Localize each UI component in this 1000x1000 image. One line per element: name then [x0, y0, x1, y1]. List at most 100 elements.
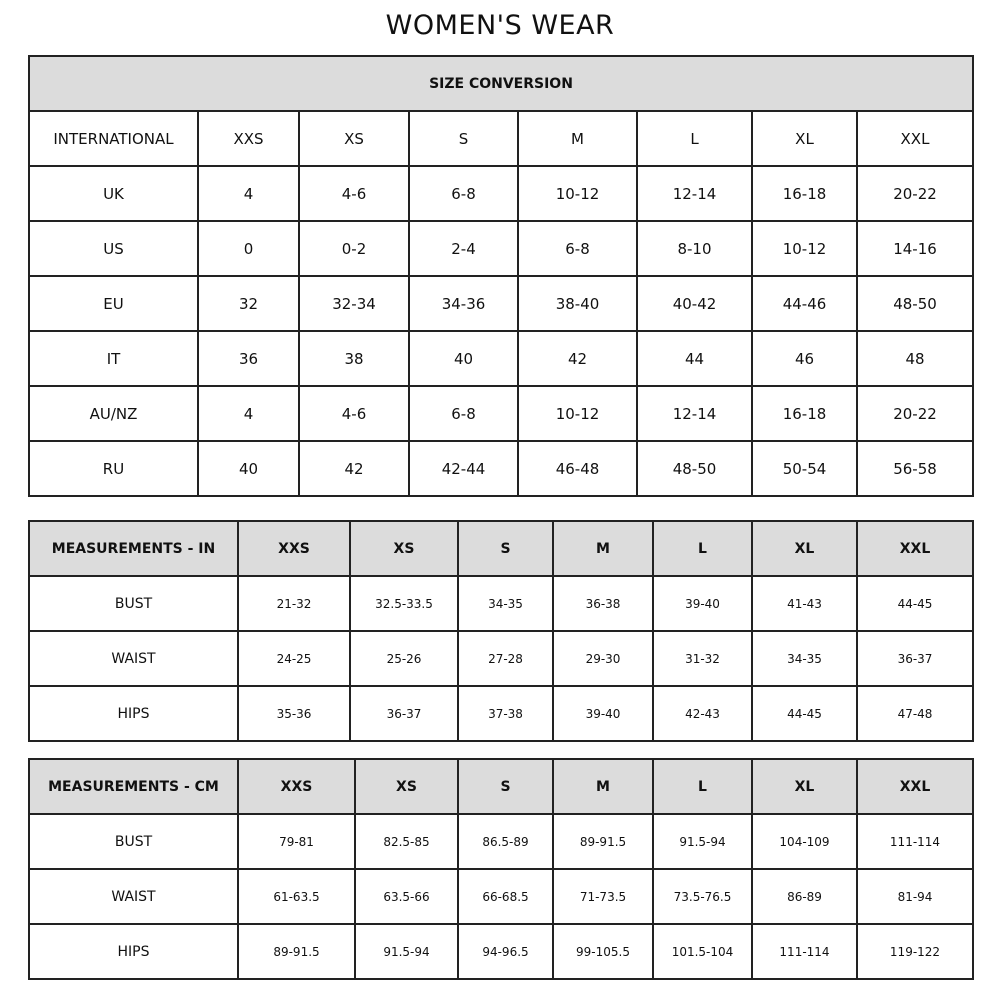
- table-cell: 12-14: [636, 385, 753, 442]
- table-cell: 61-63.5: [237, 868, 356, 925]
- measurements-in-table: MEASUREMENTS - IN XXS XS S M L XL XXL BUST 21-32 3…: [28, 520, 974, 742]
- size-column-header: XS: [349, 520, 459, 577]
- table-cell: 42: [517, 330, 638, 387]
- size-column-header: L: [652, 758, 753, 815]
- table-cell: 10-12: [517, 385, 638, 442]
- table-row: INTERNATIONAL XXS XS S M L XL XXL: [28, 110, 974, 167]
- table-cell: 21-32: [237, 575, 351, 632]
- table-cell: 104-109: [751, 813, 858, 870]
- table-row: UK 4 4-6 6-8 10-12 12-14 16-18 20-22: [28, 165, 974, 222]
- table-cell: 48: [856, 330, 974, 387]
- table-cell: 86.5-89: [457, 813, 554, 870]
- row-label: WAIST: [28, 630, 239, 687]
- table-cell: 91.5-94: [652, 813, 753, 870]
- table-cell: XXS: [197, 110, 300, 167]
- table-cell: 44-45: [751, 685, 858, 742]
- table-cell: 41-43: [751, 575, 858, 632]
- header-row: MEASUREMENTS - IN XXS XS S M L XL XXL: [28, 520, 974, 577]
- table-cell: 2-4: [408, 220, 519, 277]
- table-cell: 6-8: [408, 385, 519, 442]
- table-cell: 6-8: [517, 220, 638, 277]
- size-column-header: XL: [751, 520, 858, 577]
- table-cell: 48-50: [856, 275, 974, 332]
- row-label: EU: [28, 275, 199, 332]
- table-cell: M: [517, 110, 638, 167]
- table-cell: 36-37: [856, 630, 974, 687]
- size-conversion-heading: SIZE CONVERSION: [28, 55, 974, 112]
- table-cell: 66-68.5: [457, 868, 554, 925]
- table-cell: 44-45: [856, 575, 974, 632]
- table-cell: 27-28: [457, 630, 554, 687]
- table-cell: 40: [197, 440, 300, 497]
- table-cell: 10-12: [751, 220, 858, 277]
- row-label: AU/NZ: [28, 385, 199, 442]
- row-label: BUST: [28, 575, 239, 632]
- row-label: WAIST: [28, 868, 239, 925]
- table-cell: 29-30: [552, 630, 654, 687]
- table-cell: 86-89: [751, 868, 858, 925]
- table-cell: 31-32: [652, 630, 753, 687]
- row-header-label: MEASUREMENTS - CM: [28, 758, 239, 815]
- table-cell: 39-40: [552, 685, 654, 742]
- table-cell: 42-44: [408, 440, 519, 497]
- table-cell: 89-91.5: [237, 923, 356, 980]
- size-column-header: XXS: [237, 520, 351, 577]
- table-cell: 16-18: [751, 385, 858, 442]
- table-cell: 38-40: [517, 275, 638, 332]
- table-row: BUST 79-81 82.5-85 86.5-89 89-91.5 91.5-94 104…: [28, 813, 974, 870]
- size-column-header: XXL: [856, 758, 974, 815]
- table-cell: 79-81: [237, 813, 356, 870]
- size-column-header: XXL: [856, 520, 974, 577]
- size-column-header: XXS: [237, 758, 356, 815]
- table-cell: 82.5-85: [354, 813, 459, 870]
- table-cell: 71-73.5: [552, 868, 654, 925]
- size-column-header: M: [552, 520, 654, 577]
- table-cell: 0: [197, 220, 300, 277]
- table-cell: 8-10: [636, 220, 753, 277]
- table-cell: 25-26: [349, 630, 459, 687]
- row-label: US: [28, 220, 199, 277]
- header-row: MEASUREMENTS - CM XXS XS S M L XL XXL: [28, 758, 974, 815]
- table-row: IT 36 38 40 42 44 46 48: [28, 330, 974, 387]
- table-cell: 56-58: [856, 440, 974, 497]
- row-label: INTERNATIONAL: [28, 110, 199, 167]
- table-cell: 99-105.5: [552, 923, 654, 980]
- table-cell: XXL: [856, 110, 974, 167]
- table-cell: 24-25: [237, 630, 351, 687]
- table-row: US 0 0-2 2-4 6-8 8-10 10-12 14-16: [28, 220, 974, 277]
- table-cell: 4-6: [298, 385, 410, 442]
- row-label: RU: [28, 440, 199, 497]
- table-cell: 36-37: [349, 685, 459, 742]
- table-cell: 38: [298, 330, 410, 387]
- table-cell: 36-38: [552, 575, 654, 632]
- table-cell: L: [636, 110, 753, 167]
- table-cell: 34-35: [457, 575, 554, 632]
- table-cell: 32: [197, 275, 300, 332]
- table-cell: 81-94: [856, 868, 974, 925]
- table-cell: 20-22: [856, 165, 974, 222]
- table-cell: 119-122: [856, 923, 974, 980]
- row-label: IT: [28, 330, 199, 387]
- table-cell: 4-6: [298, 165, 410, 222]
- table-cell: 34-36: [408, 275, 519, 332]
- table-cell: 40-42: [636, 275, 753, 332]
- table-row: HIPS 35-36 36-37 37-38 39-40 42-43 44-45 47-48: [28, 685, 974, 742]
- table-cell: 46-48: [517, 440, 638, 497]
- row-label: UK: [28, 165, 199, 222]
- table-cell: 47-48: [856, 685, 974, 742]
- table-cell: 32.5-33.5: [349, 575, 459, 632]
- size-column-header: XS: [354, 758, 459, 815]
- table-cell: 34-35: [751, 630, 858, 687]
- table-cell: 12-14: [636, 165, 753, 222]
- table-cell: 111-114: [856, 813, 974, 870]
- table-cell: 32-34: [298, 275, 410, 332]
- table-cell: 44-46: [751, 275, 858, 332]
- table-cell: 111-114: [751, 923, 858, 980]
- table-cell: 36: [197, 330, 300, 387]
- table-row: HIPS 89-91.5 91.5-94 94-96.5 99-105.5 101.5-1…: [28, 923, 974, 980]
- measurements-cm-table: MEASUREMENTS - CM XXS XS S M L XL XXL BUST 79-81 8…: [28, 758, 974, 980]
- table-cell: 14-16: [856, 220, 974, 277]
- table-row: WAIST 24-25 25-26 27-28 29-30 31-32 34-35 36-37: [28, 630, 974, 687]
- table-row: EU 32 32-34 34-36 38-40 40-42 44-46 48-50: [28, 275, 974, 332]
- table-cell: 40: [408, 330, 519, 387]
